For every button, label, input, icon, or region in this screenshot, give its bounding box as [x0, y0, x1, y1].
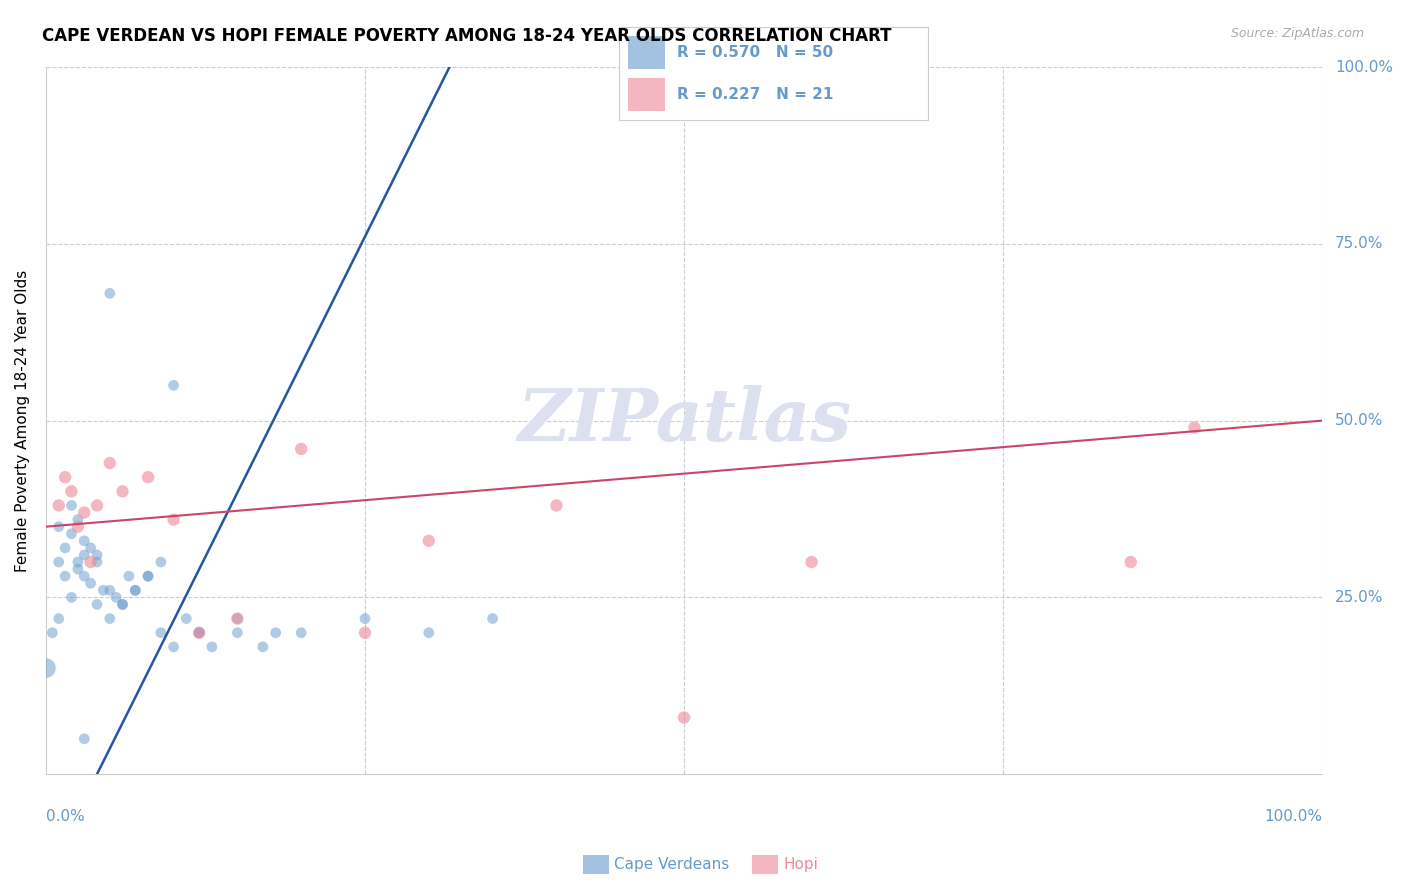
Point [188, 625, 211, 640]
Text: R = 0.570   N = 50: R = 0.570 N = 50 [678, 45, 834, 60]
Point [481, 611, 503, 625]
Text: Cape Verdeans: Cape Verdeans [614, 857, 730, 871]
Point [66, 519, 89, 533]
Point [124, 583, 146, 598]
Point [290, 625, 312, 640]
Text: Hopi: Hopi [783, 857, 818, 871]
Point [354, 611, 377, 625]
Point [162, 513, 184, 527]
Point [290, 442, 312, 456]
Point [48, 555, 70, 569]
Point [86, 555, 108, 569]
Point [188, 625, 211, 640]
Point [66, 513, 89, 527]
Text: 50.0%: 50.0% [1334, 413, 1384, 428]
Point [264, 625, 287, 640]
Point [98, 611, 121, 625]
Bar [628, 78, 665, 111]
Point [105, 591, 128, 605]
Text: 75.0%: 75.0% [1334, 236, 1384, 252]
Point [79, 555, 101, 569]
Point [73, 533, 96, 548]
Text: 100.0%: 100.0% [1264, 809, 1322, 824]
Point [86, 548, 108, 562]
Point [673, 710, 696, 724]
Point [60, 526, 83, 541]
Point [800, 555, 823, 569]
Point [188, 625, 211, 640]
Point [48, 519, 70, 533]
Point [98, 286, 121, 301]
Point [60, 591, 83, 605]
Point [60, 484, 83, 499]
Point [111, 598, 134, 612]
Point [98, 583, 121, 598]
Point [226, 611, 249, 625]
Point [48, 611, 70, 625]
Point [118, 569, 141, 583]
Point [73, 569, 96, 583]
Point [73, 731, 96, 746]
Text: 0.0%: 0.0% [46, 809, 84, 824]
Point [79, 541, 101, 555]
Point [86, 499, 108, 513]
Point [149, 555, 172, 569]
Point [98, 456, 121, 470]
Text: 25.0%: 25.0% [1334, 590, 1384, 605]
Point [201, 640, 224, 654]
Point [86, 598, 108, 612]
Point [53, 470, 76, 484]
Point [53, 569, 76, 583]
Point [176, 611, 198, 625]
Point [93, 583, 115, 598]
Text: CAPE VERDEAN VS HOPI FEMALE POVERTY AMONG 18-24 YEAR OLDS CORRELATION CHART: CAPE VERDEAN VS HOPI FEMALE POVERTY AMON… [42, 27, 891, 45]
Point [136, 470, 159, 484]
Text: 100.0%: 100.0% [1334, 60, 1393, 75]
Point [66, 555, 89, 569]
Point [1184, 420, 1206, 434]
Point [149, 625, 172, 640]
Point [53, 541, 76, 555]
Point [354, 625, 377, 640]
Point [41, 625, 63, 640]
Point [66, 562, 89, 576]
Bar [628, 36, 665, 69]
Text: ZIPatlas: ZIPatlas [517, 385, 851, 456]
Point [546, 499, 568, 513]
Point [136, 569, 159, 583]
Point [124, 583, 146, 598]
Point [226, 625, 249, 640]
Point [136, 569, 159, 583]
Point [162, 640, 184, 654]
Point [111, 484, 134, 499]
Point [73, 506, 96, 520]
Point [48, 499, 70, 513]
Point [1119, 555, 1142, 569]
Point [226, 611, 249, 625]
Point [418, 533, 440, 548]
Text: Source: ZipAtlas.com: Source: ZipAtlas.com [1230, 27, 1364, 40]
Point [73, 548, 96, 562]
Y-axis label: Female Poverty Among 18-24 Year Olds: Female Poverty Among 18-24 Year Olds [15, 269, 30, 572]
Point [162, 378, 184, 392]
Point [252, 640, 274, 654]
Point [60, 499, 83, 513]
Text: R = 0.227   N = 21: R = 0.227 N = 21 [678, 87, 834, 103]
Point [111, 598, 134, 612]
Point [79, 576, 101, 591]
Point [418, 625, 440, 640]
Point [35, 661, 58, 675]
